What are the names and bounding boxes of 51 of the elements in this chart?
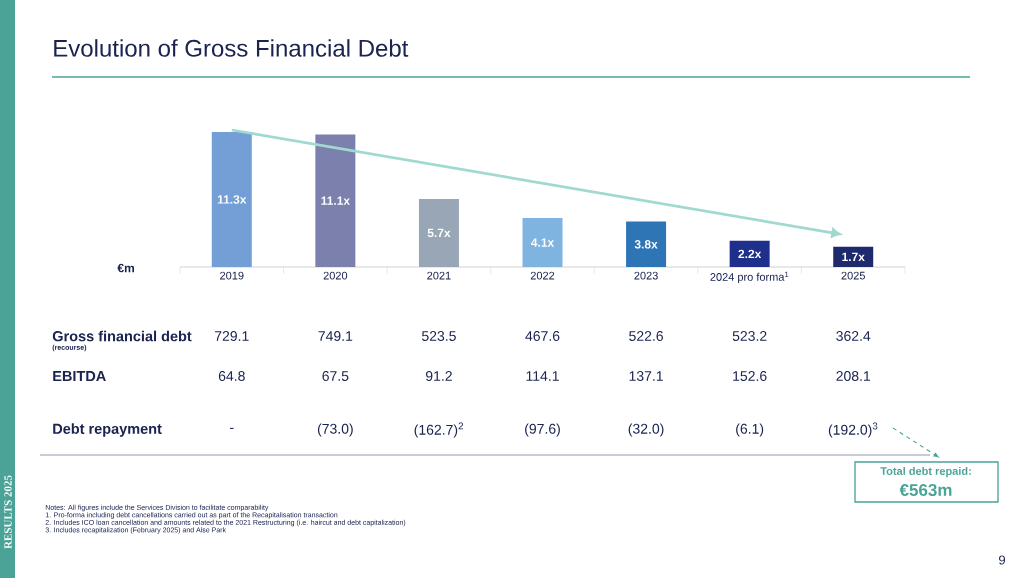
text: (32.0) — [628, 423, 664, 437]
text: 91.2 — [425, 371, 452, 381]
data-label: 4.1x — [531, 238, 555, 247]
x-tick-label: 2019 — [220, 271, 244, 280]
text: 114.1 — [526, 371, 559, 381]
bar — [729, 240, 770, 267]
text: 9 — [999, 555, 1006, 565]
text: 522.6 — [629, 331, 663, 341]
text: Debt repayment — [53, 423, 162, 437]
text: Total debt repaid: — [880, 466, 971, 478]
text: - — [230, 427, 234, 429]
text: 749.1 — [318, 331, 353, 341]
text: 362.4 — [836, 331, 871, 341]
text: EBITDA — [53, 371, 106, 381]
x-tick-label: 2020 — [323, 271, 348, 280]
bar — [833, 246, 874, 267]
y-axis-title: €m — [117, 263, 134, 273]
chart-title: Evolution of Gross Financial Debt — [54, 39, 409, 57]
text: (97.6) — [525, 423, 560, 437]
text: 729.1 — [214, 331, 249, 341]
data-label: 11.3x — [217, 195, 247, 204]
text: 137.1 — [629, 371, 663, 381]
text: 523.2 — [732, 331, 767, 341]
x-tick-label: 2024 pro forma$^{1}$ — [710, 271, 789, 284]
data-label: 11.1x — [321, 196, 350, 205]
text: 64.8 — [218, 371, 245, 381]
data-label: 2.2x — [738, 249, 762, 259]
text: 67.5 — [322, 371, 349, 381]
bar — [315, 134, 356, 267]
x-tick-label: 2021 — [427, 271, 451, 280]
text: RESULTS 2025 — [4, 475, 12, 549]
bar — [626, 221, 667, 267]
x-tick-label: 2025 — [841, 271, 865, 280]
text: (192.0)$^{3}$ — [828, 422, 878, 438]
bar — [522, 218, 563, 267]
text: Gross financial debt — [52, 330, 192, 342]
data-label: 3.8x — [634, 240, 658, 249]
text: (162.7)$^{2}$ — [414, 422, 464, 438]
text: €563m — [899, 483, 952, 497]
bar — [418, 198, 459, 267]
bar — [211, 132, 252, 267]
text: 208.1 — [836, 371, 871, 381]
text: 467.6 — [525, 331, 560, 341]
x-tick-label: 2022 — [530, 271, 555, 280]
data-label: 5.7x — [427, 228, 451, 238]
data-label: 1.7x — [842, 252, 865, 261]
text: 523.5 — [421, 331, 456, 341]
text: 152.6 — [733, 371, 767, 381]
text: (73.0) — [317, 423, 353, 437]
x-tick-label: 2023 — [634, 271, 658, 280]
text: (6.1) — [736, 423, 764, 437]
